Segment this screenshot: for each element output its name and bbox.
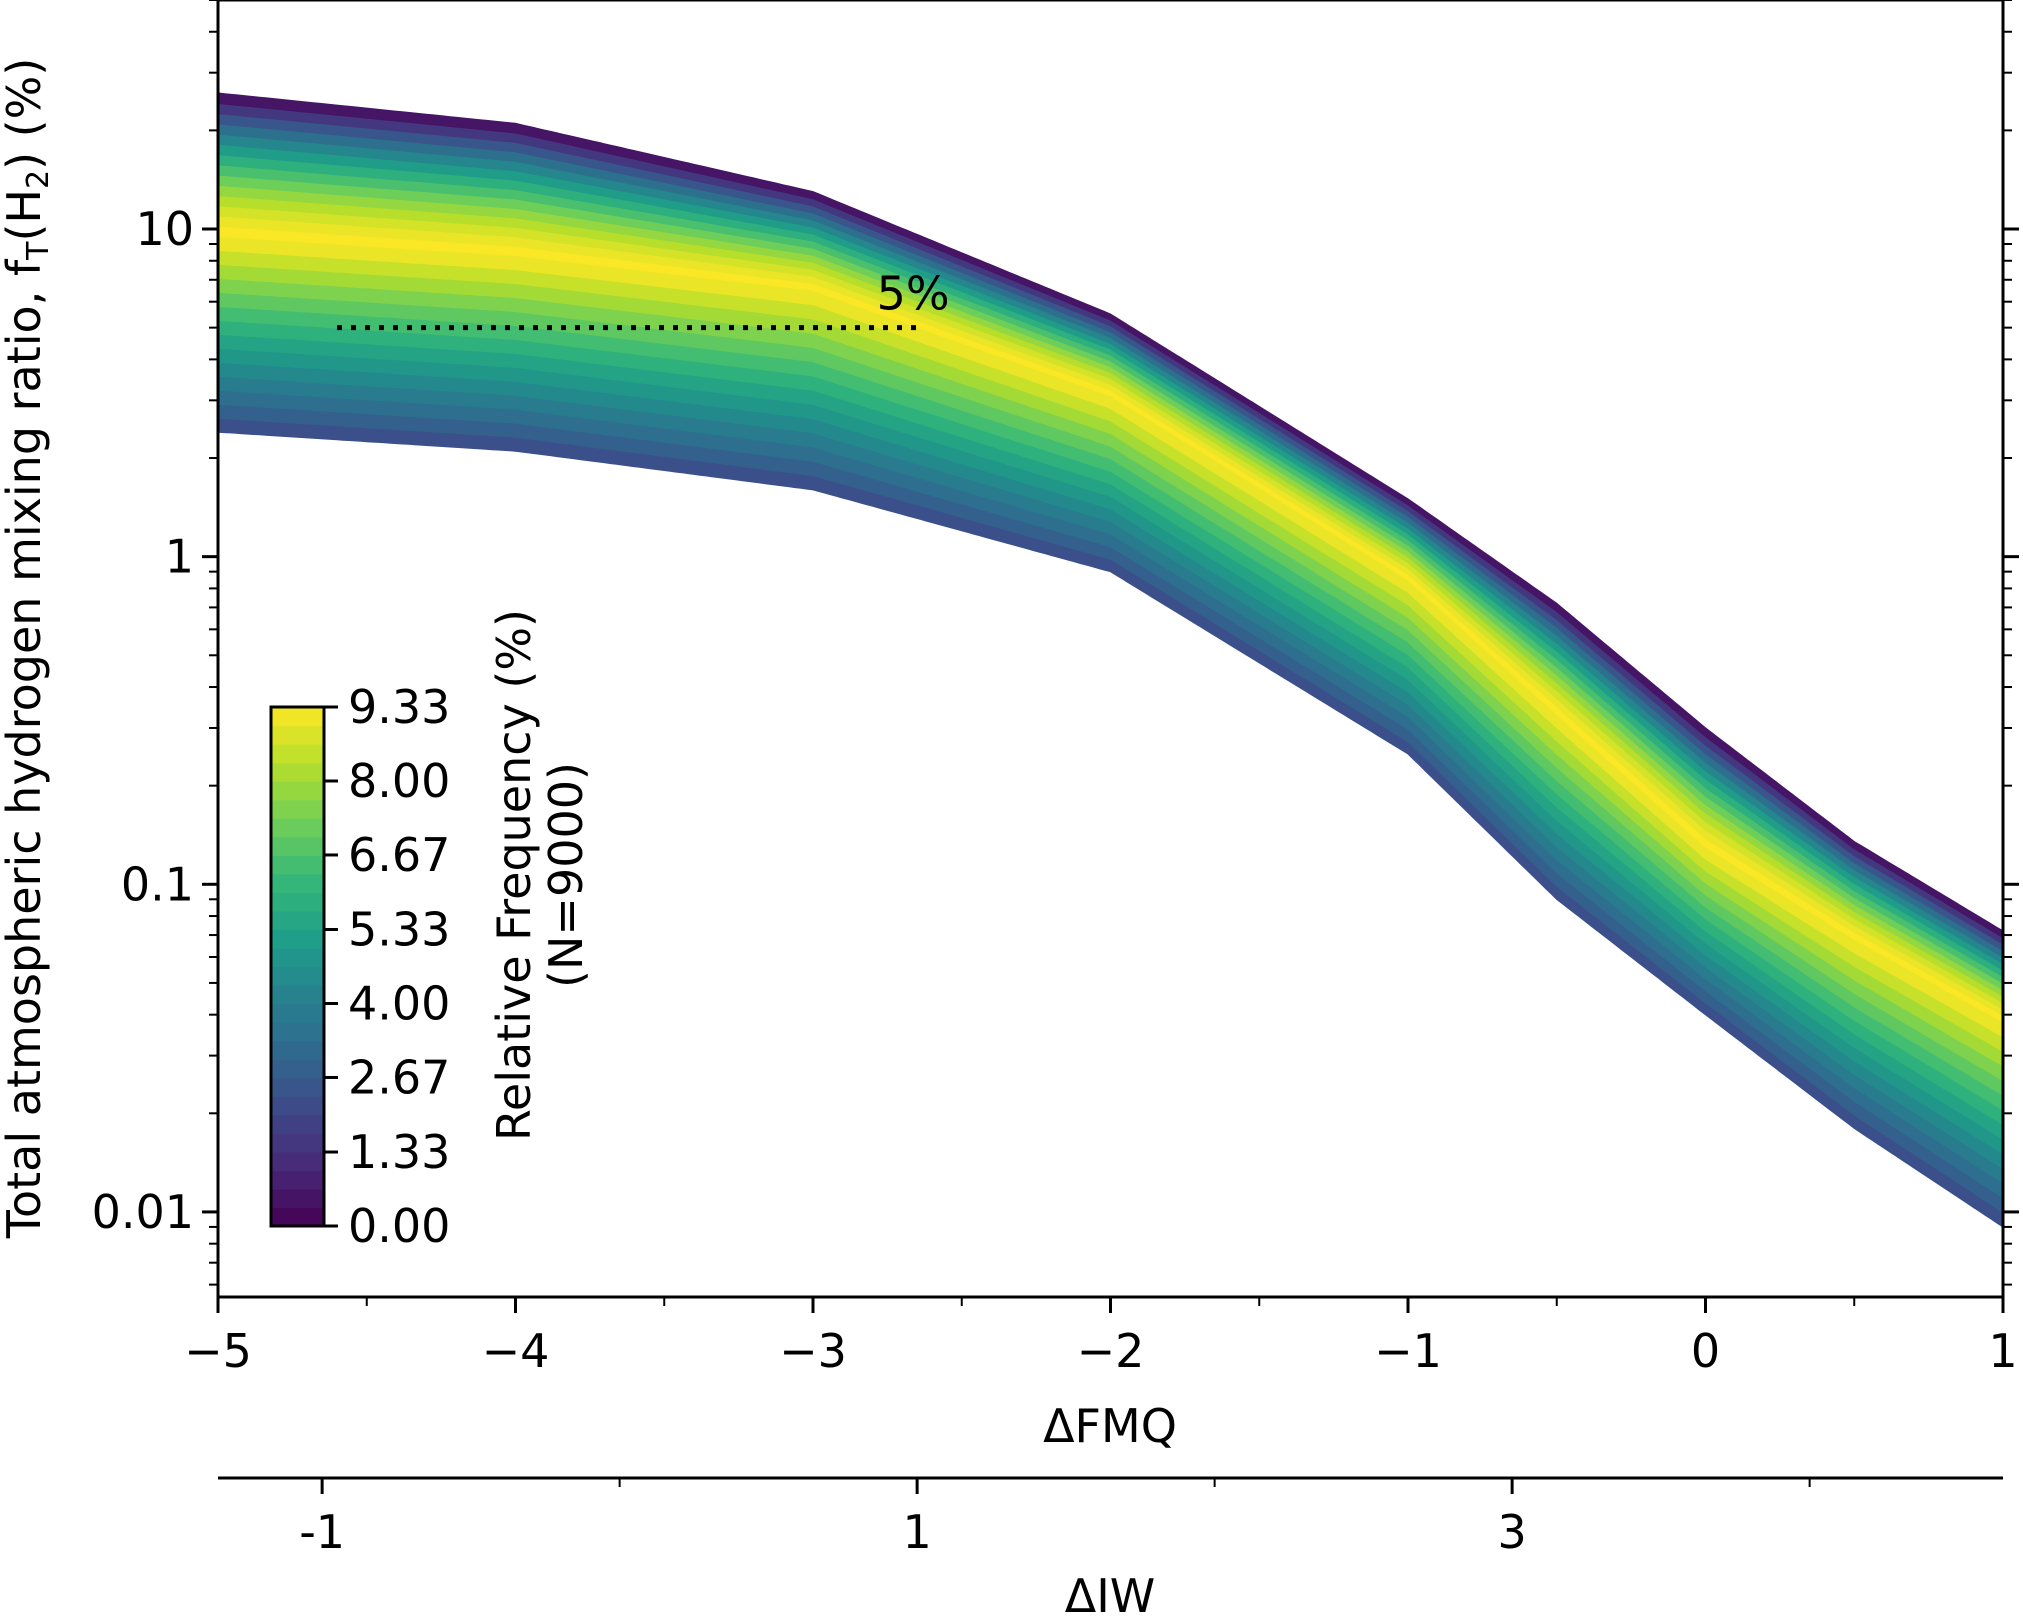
x-tick-label-2: −3 bbox=[779, 1324, 847, 1378]
colorbar-level-5 bbox=[271, 1114, 324, 1134]
x-tick-label-3: −2 bbox=[1077, 1324, 1145, 1378]
colorbar-level-14 bbox=[271, 947, 324, 968]
colorbar-level-19 bbox=[271, 855, 324, 875]
colorbar-level-7 bbox=[271, 1077, 324, 1097]
y-tick-label-0: 10 bbox=[135, 202, 194, 256]
colorbar-tick-label-6: 8.00 bbox=[348, 754, 450, 808]
band-contour-level-27 bbox=[218, 92, 2003, 939]
colorbar-level-18 bbox=[271, 873, 324, 893]
colorbar-tick-label-4: 5.33 bbox=[348, 903, 450, 957]
colorbar-tick-label-5: 6.67 bbox=[348, 828, 450, 882]
colorbar-level-15 bbox=[271, 929, 324, 949]
x-tick-label-1: −4 bbox=[482, 1324, 550, 1378]
colorbar-level-3 bbox=[271, 1151, 324, 1171]
x-tick-label-4: −1 bbox=[1374, 1324, 1442, 1378]
x2-tick-label-0: -1 bbox=[299, 1505, 345, 1559]
x-tick-label-6: 1 bbox=[1988, 1324, 2017, 1378]
colorbar-title: Relative Frequency (%) (N=9000) bbox=[487, 609, 593, 1141]
colorbar-level-9 bbox=[271, 1040, 324, 1060]
colorbar-level-0 bbox=[271, 1207, 324, 1227]
secondary-x-axis-ticks: -1 1 3 bbox=[299, 1478, 1811, 1559]
y-tick-label-2: 0.1 bbox=[121, 857, 194, 911]
colorbar-level-21 bbox=[271, 818, 324, 838]
colorbar: 0.00 1.33 2.67 4.00 5.33 6.67 8.00 9.33 bbox=[269, 680, 450, 1253]
y-tick-label-1: 1 bbox=[165, 530, 194, 584]
y-tick-label-3: 0.01 bbox=[92, 1185, 194, 1239]
colorbar-level-12 bbox=[271, 985, 324, 1005]
colorbar-level-2 bbox=[271, 1170, 324, 1190]
colorbar-title-line1: Relative Frequency (%) bbox=[487, 609, 541, 1141]
x2-tick-label-1: 1 bbox=[902, 1505, 931, 1559]
colorbar-level-25 bbox=[271, 744, 324, 764]
colorbar-level-4 bbox=[271, 1133, 324, 1153]
colorbar-title-line2: (N=9000) bbox=[539, 762, 593, 988]
secondary-x-axis-title: ΔIW bbox=[1065, 1569, 1156, 1619]
colorbar-level-26 bbox=[271, 725, 324, 745]
colorbar-level-23 bbox=[271, 781, 324, 801]
colorbar-level-22 bbox=[271, 799, 324, 819]
colorbar-level-8 bbox=[271, 1059, 324, 1079]
colorbar-tick-label-0: 0.00 bbox=[348, 1199, 450, 1253]
colorbar-tick-label-7: 9.33 bbox=[348, 680, 450, 734]
annotation-label: 5% bbox=[877, 267, 950, 321]
x2-tick-label-2: 3 bbox=[1497, 1505, 1526, 1559]
y-axis-title: Total atmospheric hydrogen mixing ratio,… bbox=[0, 58, 56, 1240]
colorbar-level-16 bbox=[271, 910, 324, 931]
colorbar-level-6 bbox=[271, 1096, 324, 1116]
colorbar-level-11 bbox=[271, 1003, 324, 1023]
x-tick-label-5: 0 bbox=[1691, 1324, 1720, 1378]
colorbar-level-27 bbox=[271, 707, 324, 727]
colorbar-level-24 bbox=[271, 762, 324, 782]
x-axis-ticks: −5 −4 −3 −2 −1 0 1 bbox=[184, 1297, 2018, 1378]
x-tick-label-0: −5 bbox=[184, 1324, 252, 1378]
x-axis-title: ΔFMQ bbox=[1043, 1399, 1177, 1453]
y-axis-title-sub2: 2 bbox=[21, 170, 56, 189]
colorbar-level-1 bbox=[271, 1188, 324, 1209]
colorbar-tick-label-2: 2.67 bbox=[348, 1050, 450, 1104]
y-axis-ticks: 10 1 0.1 0.01 bbox=[92, 0, 2019, 1286]
colorbar-level-20 bbox=[271, 836, 324, 856]
y-axis-title-prefix: Total atmospheric hydrogen mixing ratio,… bbox=[0, 258, 51, 1239]
colorbar-level-13 bbox=[271, 966, 324, 986]
y-axis-title-sub1: T bbox=[21, 241, 56, 261]
colorbar-level-10 bbox=[271, 1022, 324, 1042]
y-axis-title-suffix: ) (%) bbox=[0, 58, 51, 170]
annotation-5-percent: 5% bbox=[337, 267, 950, 331]
colorbar-tick-label-3: 4.00 bbox=[348, 976, 450, 1030]
colorbar-frame bbox=[269, 705, 326, 1228]
colorbar-tick-label-1: 1.33 bbox=[348, 1125, 450, 1179]
frequency-band bbox=[218, 92, 2003, 1228]
colorbar-level-17 bbox=[271, 892, 324, 912]
y-axis-title-mid: (H bbox=[0, 189, 51, 242]
